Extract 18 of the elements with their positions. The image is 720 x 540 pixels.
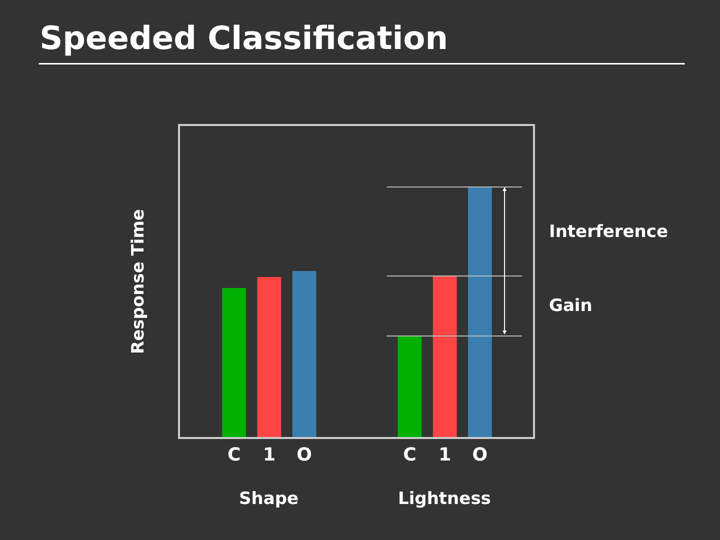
x-tick-label: 1 <box>262 444 276 466</box>
bar <box>432 276 457 437</box>
x-tick-label: O <box>296 444 312 466</box>
bar <box>257 277 282 437</box>
bar <box>292 271 316 437</box>
chart-title: Speeded Classification <box>40 19 448 57</box>
text: Shape <box>239 489 299 509</box>
text: Gain <box>549 296 592 316</box>
x-tick-label: O <box>472 444 488 466</box>
bar <box>222 288 246 437</box>
bar <box>398 336 422 437</box>
y-axis-title: Response Time <box>128 209 148 354</box>
text: Lightness <box>398 489 491 509</box>
text: Interference <box>549 222 668 242</box>
x-tick-label: C <box>403 444 416 466</box>
bar <box>468 187 492 437</box>
x-tick-label: 1 <box>438 444 452 466</box>
x-tick-label: C <box>227 444 241 466</box>
